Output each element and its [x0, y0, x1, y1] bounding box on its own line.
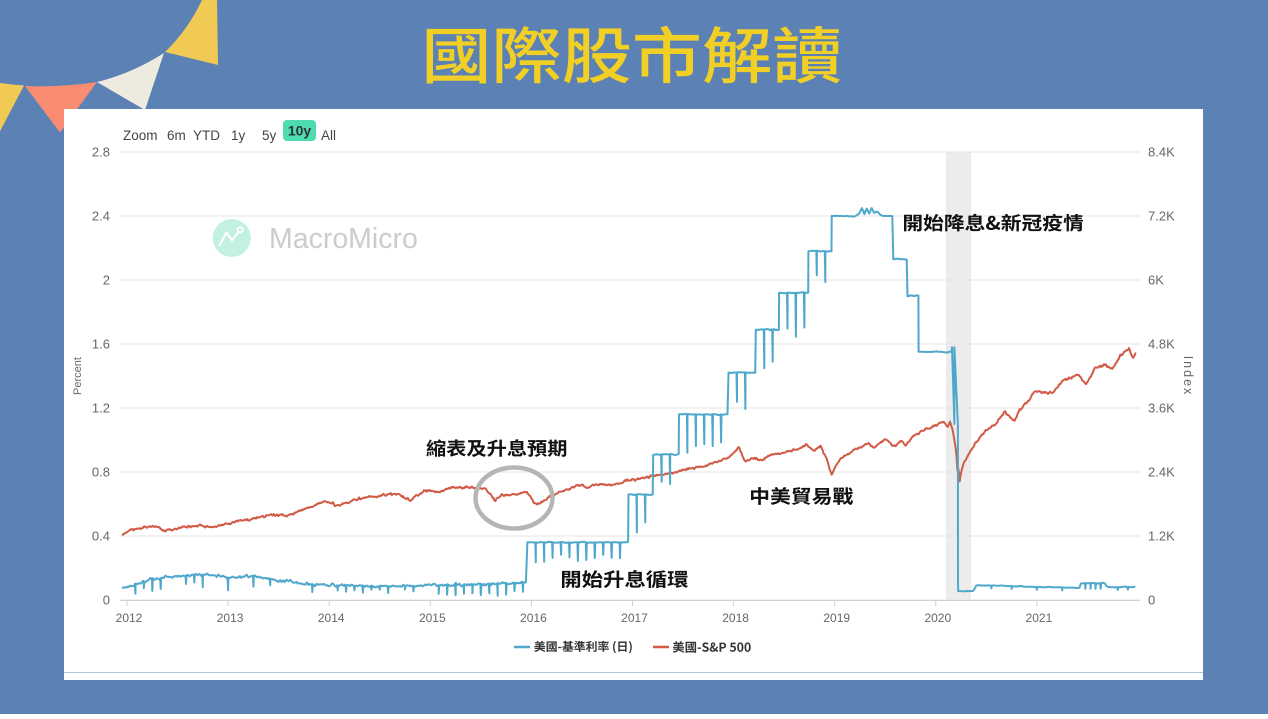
svg-text:0.4: 0.4 [92, 529, 110, 544]
svg-text:Percent: Percent [72, 357, 84, 395]
svg-text:2020: 2020 [924, 611, 951, 625]
svg-text:2017: 2017 [621, 611, 648, 625]
svg-text:2014: 2014 [318, 611, 345, 625]
svg-text:MacroMicro: MacroMicro [269, 223, 418, 255]
svg-text:2.4: 2.4 [92, 209, 110, 224]
svg-text:2: 2 [103, 273, 110, 288]
svg-text:1.6: 1.6 [92, 337, 110, 352]
svg-text:6K: 6K [1148, 273, 1164, 288]
svg-text:1.2: 1.2 [92, 401, 110, 416]
svg-text:7.2K: 7.2K [1148, 209, 1175, 224]
svg-text:0: 0 [1148, 593, 1155, 608]
svg-text:1.2K: 1.2K [1148, 529, 1175, 544]
svg-text:10y: 10y [288, 123, 312, 139]
svg-text:4.8K: 4.8K [1148, 337, 1175, 352]
svg-text:2019: 2019 [823, 611, 850, 625]
svg-text:2015: 2015 [419, 611, 446, 625]
svg-text:2.8: 2.8 [92, 145, 110, 160]
svg-text:2018: 2018 [722, 611, 749, 625]
svg-text:Index: Index [1181, 356, 1195, 397]
svg-text:2016: 2016 [520, 611, 547, 625]
svg-text:2.4K: 2.4K [1148, 465, 1175, 480]
svg-text:2013: 2013 [217, 611, 244, 625]
svg-text:2012: 2012 [116, 611, 143, 625]
svg-text:2021: 2021 [1026, 611, 1053, 625]
svg-text:0.8: 0.8 [92, 465, 110, 480]
svg-text:8.4K: 8.4K [1148, 145, 1175, 160]
svg-text:0: 0 [103, 593, 110, 608]
svg-text:3.6K: 3.6K [1148, 401, 1175, 416]
